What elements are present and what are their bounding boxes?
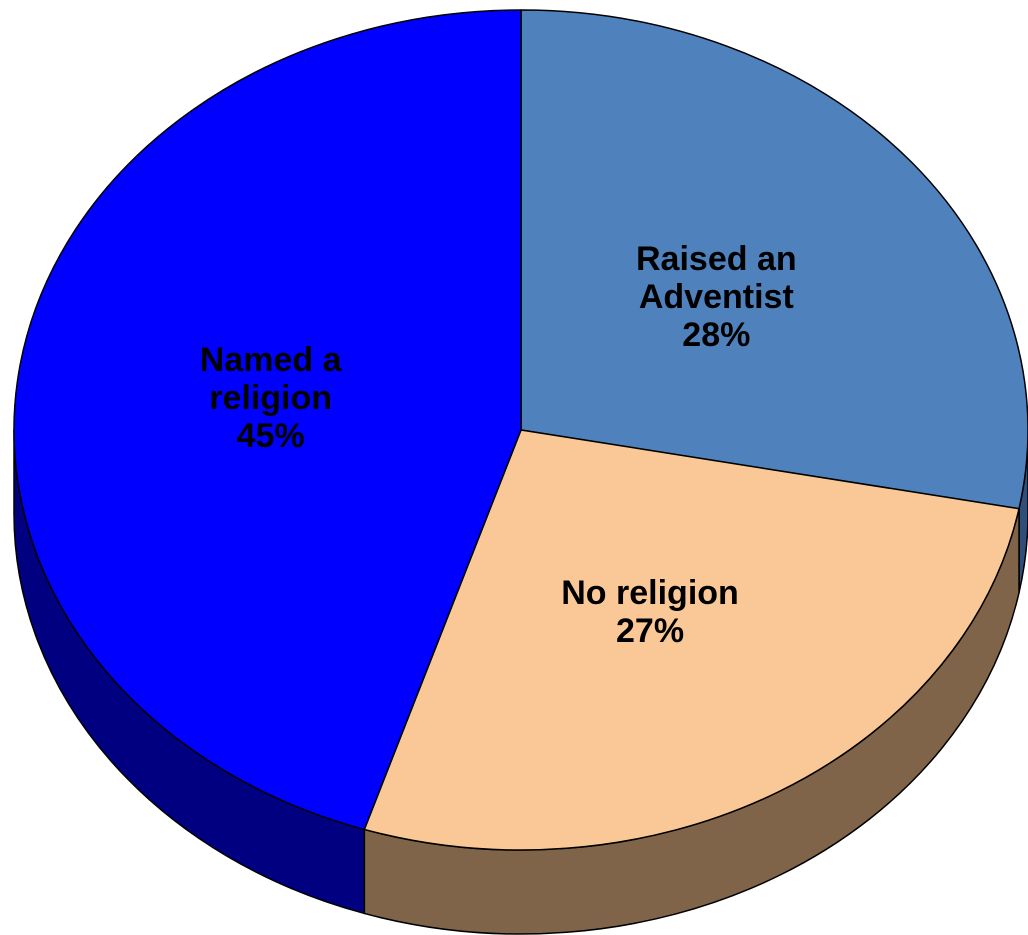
pie-slice-2 xyxy=(13,9,522,831)
slice-label-line-0-1: Adventist xyxy=(639,278,794,316)
slice-label-line-1-0: No religion xyxy=(561,574,739,612)
pie-slice-0 xyxy=(520,9,1028,510)
slice-value-2: 45% xyxy=(237,417,305,455)
slice-label-1: No religion 27% xyxy=(561,574,739,650)
slice-label-0: Raised an Adventist 28% xyxy=(636,240,797,354)
slice-label-line-2-0: Named a xyxy=(200,341,343,379)
pie-tops xyxy=(13,9,1028,851)
pie-sides xyxy=(13,429,1028,935)
slice-value-0: 28% xyxy=(682,316,750,354)
slice-label-line-0-0: Raised an xyxy=(636,240,797,278)
slice-label-2: Named a religion 45% xyxy=(200,341,343,455)
pie-slice-1 xyxy=(363,429,1020,851)
slice-label-line-2-1: religion xyxy=(209,379,332,417)
slice-value-1: 27% xyxy=(616,612,684,650)
pie-labels: Raised an Adventist 28% No religion 27% Named… xyxy=(200,240,797,650)
